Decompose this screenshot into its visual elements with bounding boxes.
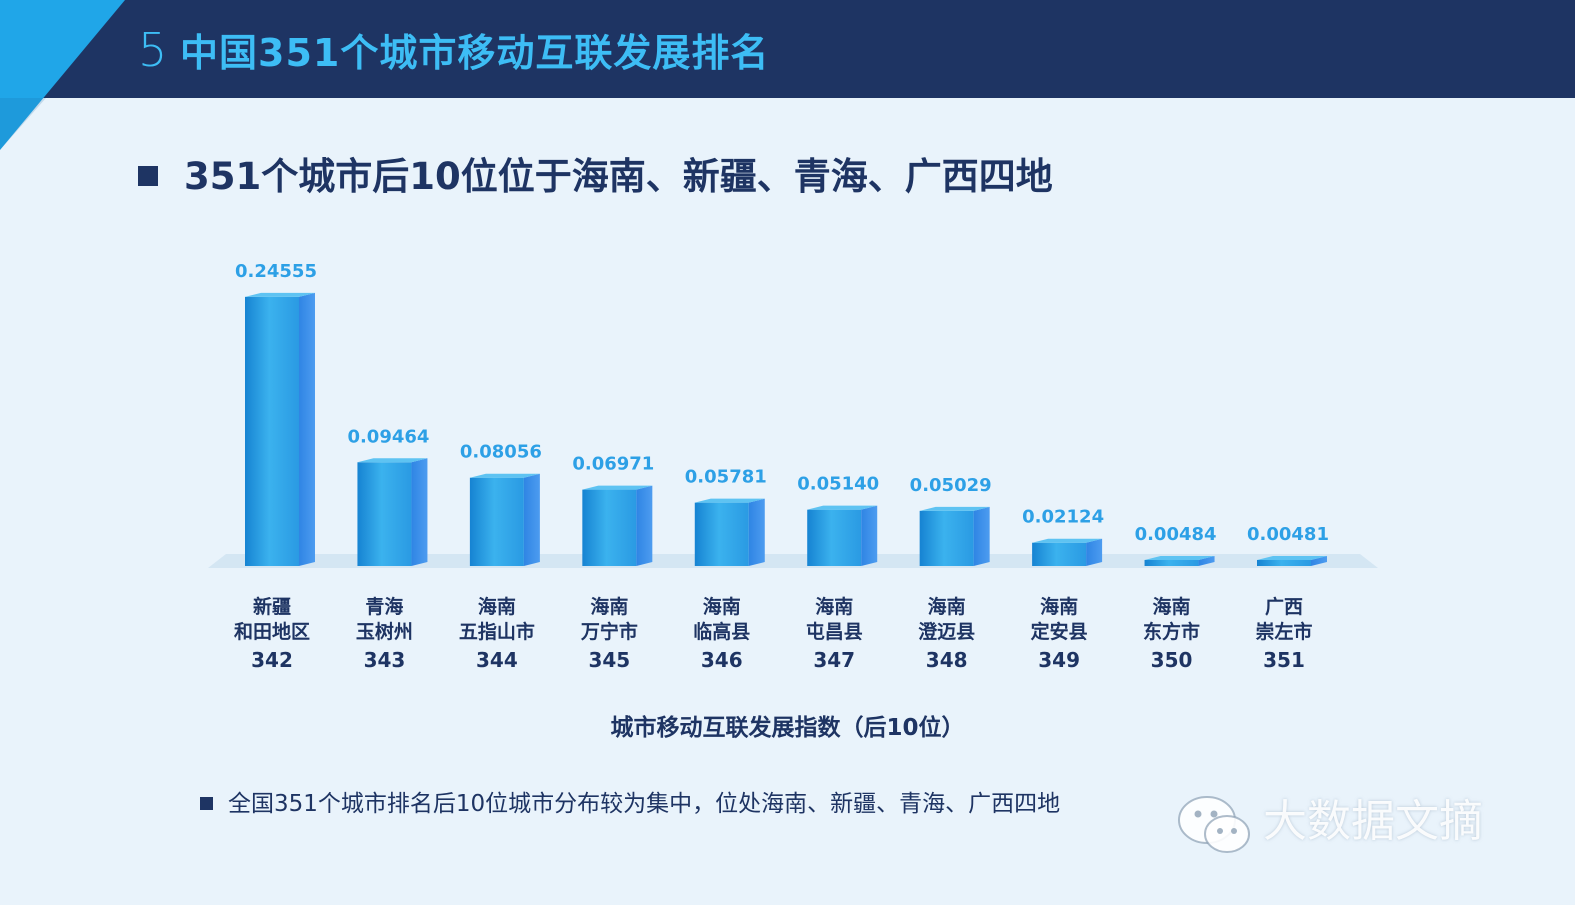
bar-top	[469, 473, 540, 478]
tick-label-rank: 342	[251, 648, 293, 672]
bar-top	[1032, 538, 1103, 543]
data-label: 0.24555	[235, 261, 317, 282]
bar-top	[245, 292, 315, 297]
bar-349	[1032, 538, 1103, 566]
tick-label-city: 澄迈县	[918, 620, 975, 643]
bar-front	[1257, 560, 1311, 566]
bar-front	[357, 462, 412, 566]
bar-346	[694, 498, 765, 566]
bar-347	[807, 505, 878, 566]
tick-label-province: 广西	[1265, 595, 1303, 618]
slide-title: 中国351个城市移动互联发展排名	[180, 31, 770, 75]
tick-label-province: 海南	[703, 595, 741, 618]
bar-top	[1257, 556, 1327, 560]
data-label: 0.00484	[1135, 524, 1217, 545]
tick-label-city: 屯昌县	[806, 620, 863, 643]
slide-number: 5	[138, 23, 168, 77]
data-label: 0.02124	[1022, 507, 1104, 528]
tick-label-city: 五指山市	[459, 620, 535, 643]
data-label: 0.05029	[910, 475, 992, 496]
bar-top	[1144, 556, 1215, 560]
tick-label-rank: 347	[813, 648, 855, 672]
bar-side	[299, 292, 315, 566]
data-label: 0.08056	[460, 442, 542, 463]
tick-label-rank: 351	[1263, 648, 1305, 672]
bar-front	[1032, 542, 1087, 566]
tick-label-province: 海南	[815, 595, 853, 618]
bar-front	[469, 477, 524, 566]
tick-label-city: 东方市	[1143, 620, 1200, 643]
tick-label-rank: 350	[1151, 648, 1193, 672]
tick-label-city: 崇左市	[1255, 620, 1312, 643]
data-label: 0.05781	[685, 467, 767, 488]
tick-label-province: 海南	[928, 595, 966, 618]
bar-side	[636, 485, 653, 566]
tick-label-province: 海南	[1040, 595, 1078, 618]
bar-side	[411, 458, 428, 566]
bar-side	[748, 498, 765, 566]
bar-342	[245, 292, 315, 566]
tick-label-rank: 343	[364, 648, 406, 672]
tick-label-province: 青海	[365, 595, 403, 618]
tick-label-province: 新疆	[253, 595, 291, 618]
heading-bullet	[138, 166, 158, 186]
bar-side	[523, 473, 540, 566]
bar-top	[694, 498, 765, 503]
chart-bars	[245, 292, 1327, 566]
bar-top	[357, 458, 428, 463]
wechat-icon	[1178, 796, 1250, 853]
bar-side	[973, 506, 990, 566]
tick-label-city: 临高县	[693, 620, 750, 643]
bar-top	[582, 485, 653, 490]
bar-351	[1257, 556, 1327, 566]
data-label: 0.06971	[572, 454, 654, 475]
bar-front	[919, 510, 974, 566]
note-text: 全国351个城市排名后10位城市分布较为集中，位处海南、新疆、青海、广西四地	[228, 791, 1061, 817]
header-bar	[0, 0, 1575, 98]
bar-350	[1144, 556, 1215, 566]
watermark: 大数据文摘	[1175, 790, 1545, 860]
chart-caption: 城市移动互联发展指数（后10位）	[610, 715, 965, 741]
bar-side	[1086, 538, 1103, 566]
tick-label-city: 万宁市	[580, 620, 638, 643]
tick-label-city: 定安县	[1031, 620, 1088, 643]
note-bullet	[200, 797, 213, 810]
bar-front	[245, 296, 299, 566]
data-label: 0.09464	[347, 426, 429, 447]
bar-front	[1144, 560, 1199, 566]
tick-label-rank: 345	[588, 648, 630, 672]
tick-label-rank: 344	[476, 648, 518, 672]
tick-label-city: 和田地区	[234, 620, 310, 643]
bar-top	[919, 506, 990, 511]
watermark-text: 大数据文摘	[1263, 796, 1483, 847]
bar-front	[694, 502, 749, 566]
bar-345	[582, 485, 653, 566]
data-label: 0.05140	[797, 474, 879, 495]
bar-front	[582, 489, 637, 566]
header-accent-shape	[0, 0, 125, 150]
bar-top	[807, 505, 878, 510]
bar-front	[807, 509, 862, 566]
tick-label-rank: 346	[701, 648, 743, 672]
bar-344	[469, 473, 540, 566]
tick-label-province: 海南	[590, 595, 628, 618]
bar-side	[1311, 556, 1327, 566]
tick-label-rank: 349	[1038, 648, 1080, 672]
bar-side	[861, 505, 878, 566]
slide-heading: 351个城市后10位位于海南、新疆、青海、广西四地	[184, 155, 1053, 198]
tick-label-province: 海南	[478, 595, 516, 618]
tick-label-rank: 348	[926, 648, 968, 672]
tick-label-city: 玉树州	[356, 620, 413, 643]
data-label: 0.00481	[1247, 524, 1329, 545]
bar-343	[357, 458, 428, 566]
bar-348	[919, 506, 990, 566]
bar-side	[1198, 556, 1215, 566]
tick-label-province: 海南	[1153, 595, 1191, 618]
header-accent-shadow	[0, 98, 46, 150]
